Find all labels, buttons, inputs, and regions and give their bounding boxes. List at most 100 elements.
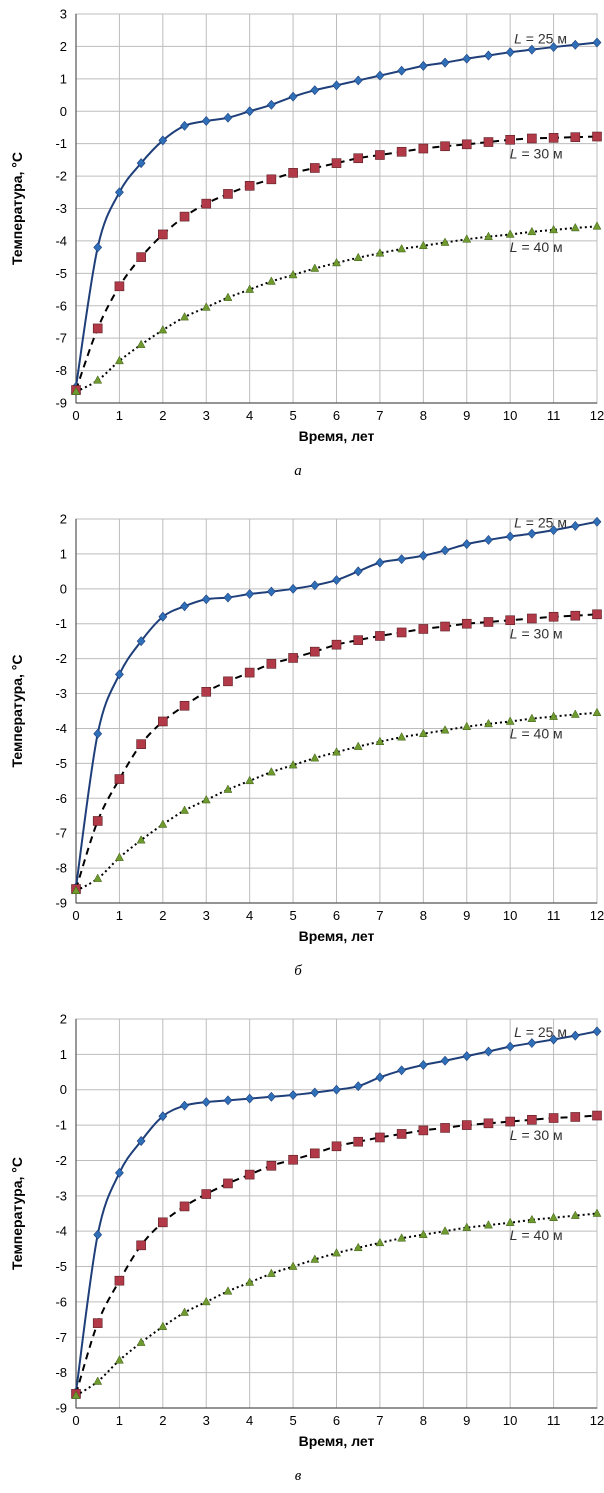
x-tick-label: 12 [590,408,604,423]
data-point-square [92,323,103,334]
x-axis-title: Время, лет [299,1433,375,1449]
data-point-triangle [158,819,168,828]
data-point-triangle [93,1376,103,1385]
y-tick-label: 1 [60,1047,67,1062]
data-point-triangle [136,835,146,844]
data-point-triangle [201,302,211,311]
data-point-square [331,1141,342,1152]
y-tick-label: -2 [55,1153,67,1168]
data-point-square [136,1240,146,1251]
x-tick-label: 1 [116,908,123,923]
y-tick-label: -3 [55,686,67,701]
data-point-square [266,659,277,669]
data-point-triangle [375,736,385,745]
data-point-diamond [484,1046,493,1057]
y-tick-label: -6 [55,298,67,313]
x-tick-label: 9 [463,1413,470,1428]
data-point-triangle [201,1296,211,1306]
data-point-square [505,134,515,145]
data-point-diamond [93,242,103,253]
data-point-triangle [549,224,558,234]
x-tick-label: 6 [333,908,340,923]
data-point-triangle [245,1277,255,1286]
data-point-triangle [266,767,276,776]
data-point-square [158,229,168,240]
data-point-square [114,774,125,784]
x-tick-label: 11 [547,1413,561,1428]
data-point-triangle [310,753,320,762]
y-tick-label: -1 [55,1118,67,1133]
chart-c: 0 1 2 3 4 5 6 7 8 9 10 11 12210-1-2-3-4-5-6-7-8-9Вре… [9,1012,604,1450]
data-point-square [570,132,581,142]
data-point-triangle [353,1242,363,1252]
data-point-triangle [570,1210,580,1219]
data-point-diamond [136,636,146,647]
data-point-triangle [397,1233,407,1242]
y-tick-label: -2 [55,651,67,666]
data-point-triangle [527,1214,537,1224]
data-point-diamond [440,57,450,68]
data-point-triangle [136,1337,146,1346]
y-tick-label: -4 [55,721,67,736]
y-tick-label: -5 [55,266,67,281]
y-tick-label: -5 [55,1259,67,1274]
data-point-diamond [549,525,558,536]
data-point-square [92,816,103,826]
data-point-diamond [245,1093,255,1104]
series-label-0: L = 25 м [514,515,567,531]
data-point-square [158,716,168,727]
data-point-diamond [592,37,602,48]
data-point-diamond [440,545,450,556]
y-tick-label: -6 [55,1294,67,1309]
x-tick-label: 2 [159,408,166,423]
data-point-square [114,281,125,292]
data-point-diamond [527,528,537,539]
y-tick-label: 0 [60,104,67,119]
data-point-triangle [484,718,493,728]
y-tick-label: -5 [55,756,67,771]
panel-caption-c: в [294,1468,302,1484]
data-point-square [527,613,537,624]
y-tick-label: -7 [55,1330,67,1345]
x-tick-label: 1 [116,408,123,423]
y-tick-label: 1 [60,71,67,86]
data-point-triangle [353,252,363,262]
data-point-diamond [93,728,103,739]
data-point-diamond [180,601,189,612]
data-point-diamond [462,1051,472,1062]
data-point-diamond [418,60,428,71]
data-point-diamond [245,589,255,600]
series-label-1: L = 30 м [510,1127,563,1143]
y-tick-label: -4 [55,233,67,248]
data-point-diamond [418,550,428,561]
data-point-triangle [310,1254,320,1263]
y-tick-label: -9 [55,1401,67,1416]
data-point-square [353,153,364,164]
series-label-0: L = 25 м [514,31,567,47]
data-point-square [201,687,212,697]
data-point-diamond [180,120,189,131]
x-tick-label: 5 [289,908,296,923]
data-point-square [136,252,146,262]
data-point-diamond [375,557,385,568]
data-point-square [570,1112,581,1122]
data-point-diamond [592,1026,602,1037]
data-point-triangle [440,237,450,246]
data-point-square [114,1275,125,1286]
data-point-square [375,631,385,641]
data-point-triangle [93,375,103,384]
data-point-diamond [115,669,124,680]
data-point-diamond [201,594,211,605]
data-point-triangle [418,728,428,737]
data-point-triangle [223,1286,233,1295]
data-point-square [223,189,233,199]
x-tick-label: 5 [289,1413,296,1428]
x-tick-label: 4 [246,1413,253,1428]
x-tick-label: 6 [333,1413,340,1428]
x-tick-label: 3 [203,1413,210,1428]
data-point-diamond [505,1041,515,1052]
data-point-triangle [505,1217,515,1226]
data-point-square [309,1148,320,1159]
data-point-square [353,635,364,645]
data-point-triangle [71,386,81,395]
